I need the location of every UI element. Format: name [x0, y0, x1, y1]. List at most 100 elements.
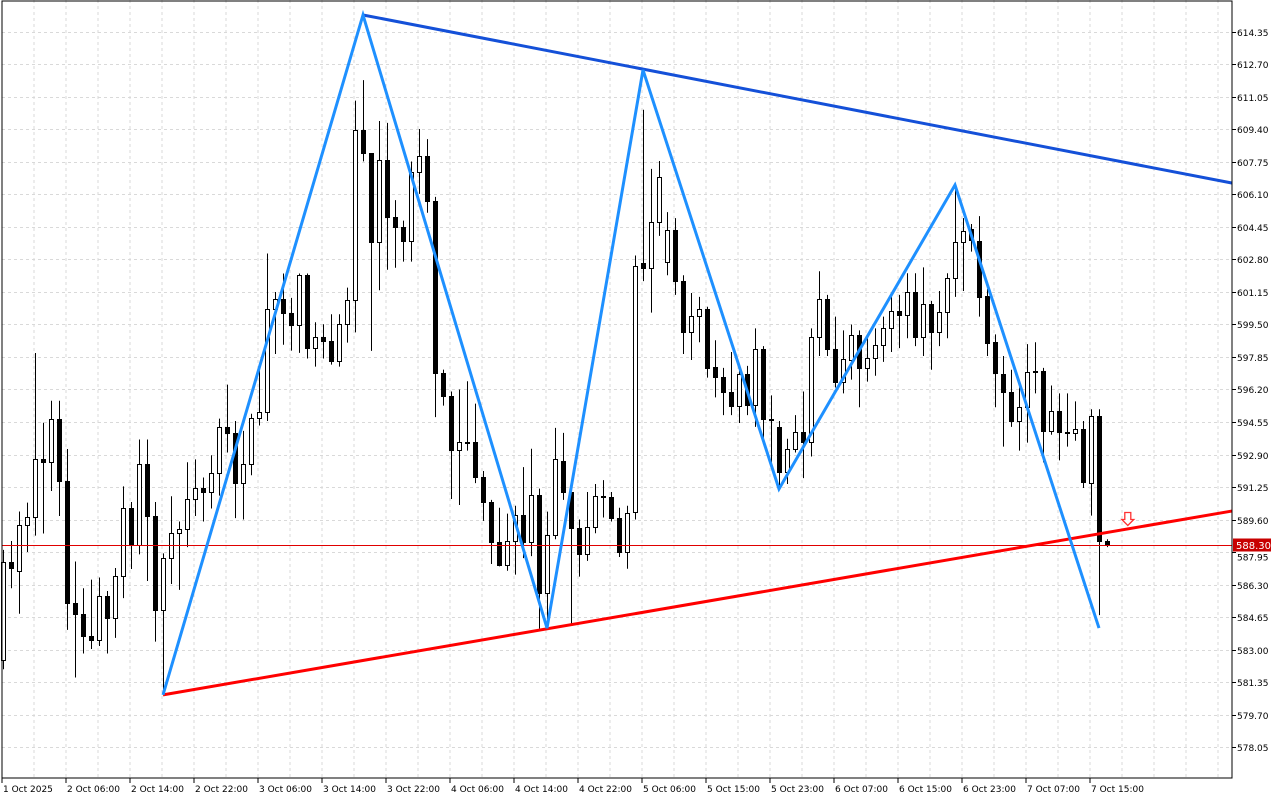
candle-body-bear [9, 562, 14, 569]
candle [833, 316, 838, 388]
candle [721, 367, 726, 416]
price-tick-label: 602.80 [1237, 256, 1269, 266]
candle-body-bear [577, 528, 582, 555]
candle-body-bull [465, 442, 470, 444]
candle [273, 291, 278, 355]
drawn-objects [2, 9, 1233, 697]
candle [729, 352, 734, 416]
candle [481, 471, 486, 521]
candle-body-bear [985, 296, 990, 344]
candle-body-bear [1105, 541, 1110, 546]
candle [25, 502, 30, 553]
candle [713, 340, 718, 398]
candle [105, 591, 110, 654]
candle-body-bull [353, 130, 358, 301]
candle [793, 415, 798, 453]
price-tick-label: 599.50 [1237, 321, 1269, 331]
sell-arrow-icon[interactable] [1120, 511, 1136, 527]
candle [329, 314, 334, 365]
candle-body-bull [865, 358, 870, 369]
candle [337, 314, 342, 367]
candle-body-bear [385, 160, 390, 218]
candle-body-bull [689, 316, 694, 333]
candle [9, 540, 14, 589]
candle-body-bear [1041, 371, 1046, 432]
candle [913, 273, 918, 347]
candle [249, 413, 254, 476]
candle [769, 395, 774, 465]
candle-body-bull [25, 517, 30, 526]
candle-body-bear [561, 461, 566, 493]
candle [89, 579, 94, 649]
candle-body-bear [673, 230, 678, 282]
candle-body-bear [289, 313, 294, 326]
candle-body-bull [961, 231, 966, 243]
candle [161, 553, 166, 695]
candle-body-bull [921, 304, 926, 338]
price-tick-label: 592.90 [1237, 452, 1269, 462]
candle-body-bear [129, 508, 134, 546]
candle-body-bull [249, 418, 254, 465]
candle [873, 328, 878, 376]
price-tick-label: 607.75 [1237, 159, 1269, 169]
candle-body-bull [113, 576, 118, 619]
candle [993, 334, 998, 408]
candle [521, 467, 526, 559]
candle-body-bull [665, 230, 670, 263]
price-tick-label: 609.40 [1237, 126, 1269, 136]
candle-body-bull [49, 419, 54, 463]
candle [777, 421, 782, 489]
price-axis[interactable]: 614.35 612.70 611.05 609.40 607.75 606.10 604.… [1232, 29, 1269, 754]
candle [633, 255, 638, 520]
price-tick-label: 611.05 [1237, 94, 1269, 104]
candle-body-bear [833, 349, 838, 383]
candle-body-bear [713, 367, 718, 378]
lower-trendline[interactable] [162, 509, 1233, 697]
candle-body-bear [425, 156, 430, 202]
candle [1033, 342, 1038, 394]
candle-body-bull [889, 311, 894, 329]
candle-body-bear [641, 263, 646, 269]
upper-trendline[interactable] [362, 13, 1233, 185]
candle [81, 588, 86, 654]
candle-body-bear [705, 309, 710, 369]
candle-body-bull [209, 473, 214, 493]
price-tick-label: 594.55 [1237, 419, 1269, 429]
time-tick-label: 6 Oct 07:00 [835, 785, 888, 795]
candle [585, 491, 590, 561]
candle-body-bull [905, 292, 910, 316]
time-tick-label: 5 Oct 15:00 [707, 785, 760, 795]
grid [2, 0, 1232, 778]
candle-body-bull [217, 427, 222, 474]
time-axis[interactable]: 1 Oct 2025 2 Oct 06:00 2 Oct 14:00 2 Oct 22… [1, 778, 1144, 795]
candle [697, 296, 702, 343]
candle-body-bull [265, 309, 270, 413]
candle-body-bull [505, 541, 510, 566]
candle [841, 330, 846, 394]
candle [57, 400, 62, 516]
candle [377, 120, 382, 291]
candle [617, 507, 622, 557]
candle [201, 477, 206, 522]
candle-body-bear [153, 516, 158, 611]
candle [905, 273, 910, 339]
candle [865, 334, 870, 382]
candle-body-bear [777, 427, 782, 473]
candle [489, 499, 494, 565]
time-tick-label: 6 Oct 15:00 [899, 785, 952, 795]
candle [705, 306, 710, 378]
candle [241, 430, 246, 520]
candle-body-bear [401, 227, 406, 242]
candle-body-bear [617, 518, 622, 553]
candle [825, 294, 830, 357]
candle [41, 422, 46, 534]
candle [1049, 385, 1054, 435]
candle [33, 353, 38, 536]
zigzag-line[interactable] [161, 9, 1101, 696]
candle-body-bull [1089, 416, 1094, 484]
candle [673, 218, 678, 295]
candle [1001, 356, 1006, 447]
candle [361, 80, 366, 162]
candle [881, 316, 886, 362]
